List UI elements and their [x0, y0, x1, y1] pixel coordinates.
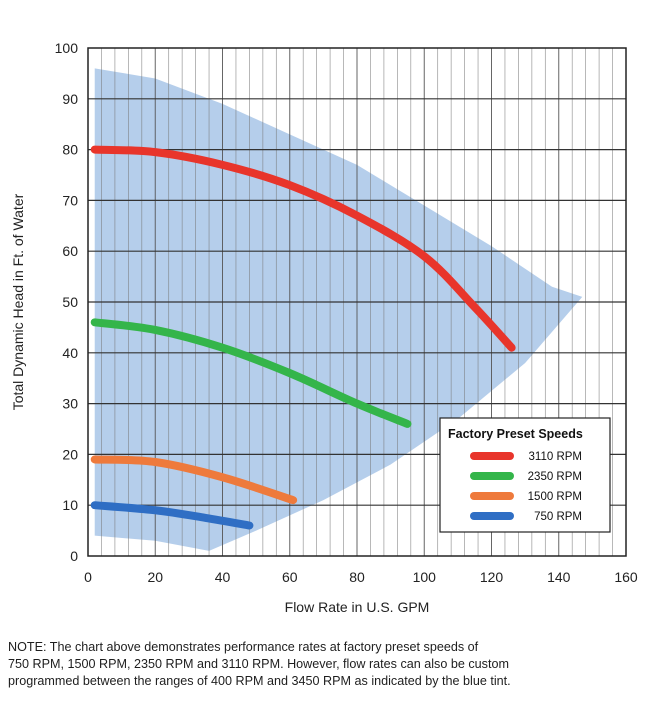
y-tick-label: 30 [62, 396, 78, 412]
rpm-range-band-layer [94, 68, 583, 551]
series-line-750-rpm [90, 501, 254, 530]
legend: Factory Preset Speeds 3110 RPM 2350 RPM 15… [439, 417, 611, 533]
series-line-2350-rpm [90, 318, 412, 428]
x-tick-label: 100 [413, 569, 437, 585]
y-tick-label: 100 [55, 40, 79, 56]
y-tick-label: 10 [62, 497, 78, 513]
y-tick-label: 0 [70, 548, 78, 564]
y-tick-label: 50 [62, 294, 78, 310]
x-tick-label: 20 [147, 569, 163, 585]
y-tick-label: 60 [62, 243, 78, 259]
x-tick-label: 0 [84, 569, 92, 585]
legend-label: 750 RPM [534, 511, 582, 523]
plot-frame [87, 47, 627, 557]
x-axis-title: Flow Rate in U.S. GPM [285, 599, 430, 615]
x-tick-label: 80 [349, 569, 365, 585]
x-tick-label: 140 [547, 569, 571, 585]
legend-label: 2350 RPM [528, 471, 582, 483]
y-axis-title: Total Dynamic Head in Ft. of Water [10, 193, 26, 410]
series-line-3110-rpm [90, 145, 516, 352]
y-tick-label: 40 [62, 345, 78, 361]
note-line: programmed between the ranges of 400 RPM… [8, 674, 511, 688]
series-lines [90, 145, 516, 530]
axis-ticks: 0 20 40 60 80 100 120 140 160 0 10 20 30 40 50 60 70 80 90… [55, 40, 638, 585]
legend-items: 3110 RPM 2350 RPM 1500 RPM 750 RPM [470, 451, 582, 523]
legend-box [439, 417, 611, 533]
note-line: 750 RPM, 1500 RPM, 2350 RPM and 3110 RPM… [8, 657, 509, 671]
rpm-range-band [94, 68, 583, 551]
legend-title: Factory Preset Speeds [448, 427, 583, 441]
x-tick-label: 40 [215, 569, 231, 585]
legend-label: 3110 RPM [529, 451, 582, 463]
note-line: NOTE: The chart above demonstrates perfo… [8, 640, 479, 654]
y-tick-label: 70 [62, 192, 78, 208]
x-tick-label: 160 [614, 569, 638, 585]
y-tick-label: 90 [62, 91, 78, 107]
y-tick-label: 80 [62, 142, 78, 158]
series-line-1500-rpm [90, 455, 298, 505]
y-tick-label: 20 [62, 446, 78, 462]
legend-label: 1500 RPM [528, 491, 582, 503]
pump-performance-chart: 0 20 40 60 80 100 120 140 160 0 10 20 30 40 50 60 70 80 90… [10, 40, 638, 615]
chart-note: NOTE: The chart above demonstrates perfo… [8, 639, 648, 690]
x-tick-label: 60 [282, 569, 298, 585]
x-tick-label: 120 [480, 569, 504, 585]
